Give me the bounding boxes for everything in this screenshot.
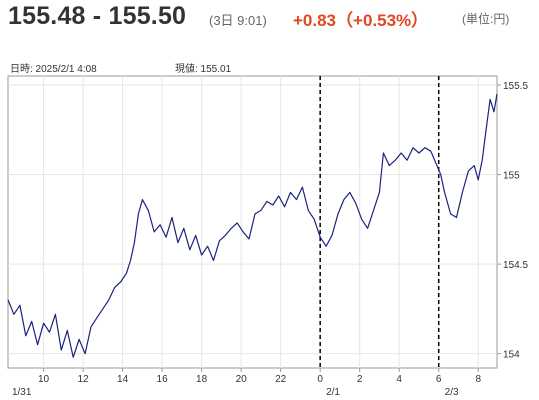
x-tick-label: 10 [38, 374, 50, 385]
date-label: 2/3 [445, 387, 459, 398]
price-range: 155.48 - 155.50 [8, 2, 187, 30]
quote-header: 155.48 - 155.50 (3日 9:01) +0.83（+0.53%） … [0, 0, 539, 40]
x-tick-label: 22 [275, 374, 287, 385]
y-tick-label: 155.5 [503, 81, 528, 92]
current-value-readout: 現値: 155.01 [175, 64, 232, 75]
x-tick-label: 6 [436, 374, 442, 385]
x-tick-label: 0 [317, 374, 323, 385]
x-tick-label: 2 [357, 374, 363, 385]
datetime-readout: 日時: 2025/2/1 4:08 [10, 64, 97, 75]
date-label: 2/1 [326, 387, 340, 398]
unit-label: (単位:円) [462, 12, 510, 26]
y-tick-label: 155 [503, 171, 520, 182]
x-tick-label: 12 [78, 374, 90, 385]
price-change: +0.83（+0.53%） [293, 11, 429, 30]
x-tick-label: 18 [196, 374, 208, 385]
x-tick-label: 14 [117, 374, 129, 385]
x-tick-label: 20 [236, 374, 248, 385]
x-tick-label: 4 [396, 374, 402, 385]
x-tick-label: 8 [475, 374, 481, 385]
price-series-line [7, 93, 498, 358]
date-label: 1/31 [12, 387, 32, 398]
y-tick-label: 154 [503, 350, 520, 361]
y-tick-label: 154.5 [503, 260, 528, 271]
quote-time: (3日 9:01) [209, 13, 267, 28]
x-tick-label: 16 [157, 374, 169, 385]
info-row: 日時: 2025/2/1 4:08 現値: 155.01 [10, 60, 231, 75]
